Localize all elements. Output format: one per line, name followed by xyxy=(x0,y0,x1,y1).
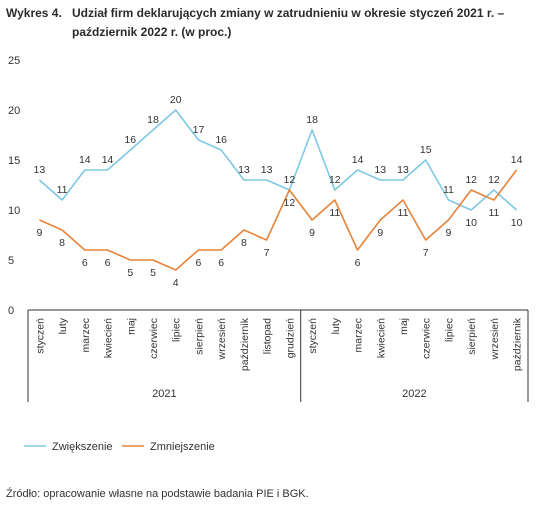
data-label-increase: 17 xyxy=(193,124,205,136)
data-label-decrease: 8 xyxy=(59,237,65,249)
data-label-increase: 12 xyxy=(488,174,500,186)
data-label-decrease: 11 xyxy=(329,207,340,219)
data-label-decrease: 6 xyxy=(218,257,224,269)
chart-title-line2: październik 2022 r. (w proc.) xyxy=(72,25,232,39)
chart-number: Wykres 4. xyxy=(6,6,62,20)
x-category-label: luty xyxy=(57,317,69,334)
data-label-increase: 12 xyxy=(284,174,296,186)
x-category-label: lipiec xyxy=(443,318,455,342)
y-tick-label: 0 xyxy=(8,305,14,317)
data-label-increase: 13 xyxy=(261,164,273,176)
chart-title-line1: Udział firm deklarujących zmiany w zatru… xyxy=(72,6,505,20)
x-group-label: 2022 xyxy=(402,388,426,400)
x-category-label: wrzesień xyxy=(489,318,501,361)
x-category-label: sierpień xyxy=(193,318,205,355)
series-line-increase xyxy=(38,109,518,211)
x-group-label: 2021 xyxy=(152,388,176,400)
data-label-increase: 10 xyxy=(465,217,477,229)
data-label-decrease: 6 xyxy=(196,257,202,269)
data-label-increase: 13 xyxy=(397,164,409,176)
x-category-label: marzec xyxy=(353,318,365,352)
data-label-decrease: 4 xyxy=(173,277,179,289)
data-label-increase: 18 xyxy=(306,114,318,126)
data-label-decrease: 7 xyxy=(423,247,429,259)
data-label-increase: 16 xyxy=(215,134,227,146)
x-category-label: czerwiec xyxy=(148,318,160,359)
y-tick-label: 20 xyxy=(8,105,20,117)
data-label-increase: 12 xyxy=(329,174,341,186)
data-label-increase: 11 xyxy=(57,184,68,196)
x-category-label: kwiecień xyxy=(103,318,115,358)
data-label-decrease: 8 xyxy=(241,237,247,249)
data-label-decrease: 9 xyxy=(309,227,315,239)
x-category-label: luty xyxy=(330,317,342,334)
data-label-increase: 11 xyxy=(443,184,454,196)
x-category-label: maj xyxy=(398,318,410,335)
data-label-decrease: 6 xyxy=(105,257,111,269)
data-label-increase: 14 xyxy=(79,154,91,166)
data-label-decrease: 9 xyxy=(377,227,383,239)
data-label-decrease: 12 xyxy=(284,197,296,209)
data-label-increase: 20 xyxy=(170,94,182,106)
y-tick-label: 15 xyxy=(8,155,20,167)
data-label-decrease: 6 xyxy=(355,257,361,269)
series-line-decrease xyxy=(39,169,518,271)
y-tick-label: 25 xyxy=(8,55,20,67)
data-label-increase: 13 xyxy=(238,164,250,176)
data-label-increase: 14 xyxy=(102,154,114,166)
data-label-increase: 16 xyxy=(124,134,136,146)
x-category-label: kwiecień xyxy=(375,318,387,358)
x-category-label: listopad xyxy=(262,318,274,354)
x-category-label: sierpień xyxy=(466,318,478,355)
data-label-increase: 10 xyxy=(511,217,523,229)
legend-label-increase: Zwiększenie xyxy=(52,441,113,453)
data-label-decrease: 11 xyxy=(488,207,499,219)
x-category-label: czerwiec xyxy=(421,318,433,359)
data-label-decrease: 9 xyxy=(36,227,42,239)
x-category-label: październik xyxy=(239,317,251,371)
source-note: Źródło: opracowanie własne na podstawie … xyxy=(6,488,309,500)
x-category-label: styczeń xyxy=(307,318,319,354)
data-label-increase: 18 xyxy=(147,114,159,126)
x-category-label: marzec xyxy=(80,318,92,352)
x-category-label: wrzesień xyxy=(216,318,228,361)
data-label-decrease: 5 xyxy=(150,267,156,279)
x-category-label: październik xyxy=(512,317,524,371)
data-label-decrease: 7 xyxy=(264,247,270,259)
legend-label-decrease: Zmniejszenie xyxy=(150,441,215,453)
x-category-label: grudzień xyxy=(284,318,296,358)
data-label-increase: 14 xyxy=(352,154,364,166)
chart-title-text: Udział firm deklarujących zmiany w zatru… xyxy=(72,4,532,42)
data-label-decrease: 11 xyxy=(398,207,409,219)
y-tick-label: 10 xyxy=(8,205,20,217)
data-label-increase: 13 xyxy=(34,164,46,176)
data-label-increase: 13 xyxy=(374,164,386,176)
data-label-decrease: 14 xyxy=(511,154,523,166)
data-label-decrease: 12 xyxy=(465,174,477,186)
data-label-increase: 15 xyxy=(420,144,432,156)
data-label-decrease: 5 xyxy=(127,267,133,279)
data-label-decrease: 9 xyxy=(446,227,452,239)
y-tick-label: 5 xyxy=(8,255,14,267)
x-category-label: styczeń xyxy=(34,318,46,354)
x-category-label: lipiec xyxy=(171,318,183,342)
x-category-label: maj xyxy=(125,318,137,335)
data-label-decrease: 6 xyxy=(82,257,88,269)
